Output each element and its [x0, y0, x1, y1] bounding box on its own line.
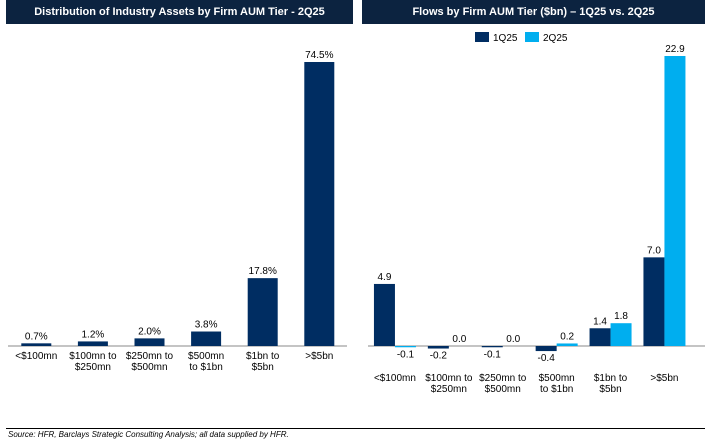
chart-1-label-1Q25-2: -0.1: [484, 349, 502, 360]
chart-0-bar-2Q25-5: [304, 62, 335, 346]
chart-1-label-1Q25-1: -0.2: [430, 351, 448, 362]
chart-1-label-2Q25-5: 22.9: [665, 44, 685, 55]
chart-0-category-label-5: >$5bn: [305, 351, 333, 362]
chart-1-category-label-5: >$5bn: [650, 373, 678, 384]
chart-1-label-1Q25-5: 7.0: [647, 245, 661, 256]
chart-0-bar-2Q25-0: [21, 343, 52, 346]
chart-0-category-label-3: $500mn: [188, 351, 224, 362]
chart-0-label-2Q25-5: 74.5%: [305, 50, 333, 61]
chart-0-bar-2Q25-4: [247, 278, 278, 346]
chart-0-category-label-1: $250mn: [75, 362, 111, 373]
chart-0-bar-2Q25-1: [77, 341, 108, 346]
chart-1-bar-2Q25-4: [610, 323, 632, 346]
right-chart-title: Flows by Firm AUM Tier ($bn) – 1Q25 vs. …: [362, 0, 705, 24]
chart-1-label-2Q25-4: 1.8: [614, 311, 628, 322]
chart-1-label-1Q25-0: 4.9: [377, 272, 391, 283]
chart-1-bar-1Q25-0: [373, 283, 395, 346]
chart-0-category-label-0: <$100mn: [15, 351, 57, 362]
chart-1-category-label-1: $100mn to: [425, 373, 473, 384]
chart-1-category-label-4: $1bn to: [594, 373, 628, 384]
chart-1-bar-2Q25-0: [394, 346, 416, 348]
legend-swatch-2Q25: [525, 32, 539, 42]
chart-1-label-2Q25-2: 0.0: [506, 334, 520, 345]
chart-1-bar-2Q25-3: [556, 343, 578, 346]
chart-0-label-2Q25-0: 0.7%: [25, 331, 48, 342]
source-divider: [6, 428, 705, 429]
chart-0-category-label-4: $5bn: [252, 362, 274, 373]
chart-1-label-1Q25-4: 1.4: [593, 316, 607, 327]
chart-1-category-label-1: $250mn: [431, 384, 467, 395]
chart-0-bar-2Q25-2: [134, 338, 165, 346]
left-chart-panel: Distribution of Industry Assets by Firm …: [6, 0, 353, 24]
chart-0-label-2Q25-2: 2.0%: [138, 326, 161, 337]
right-chart-panel: Flows by Firm AUM Tier ($bn) – 1Q25 vs. …: [362, 0, 705, 24]
chart-0-label-2Q25-3: 3.8%: [195, 320, 218, 331]
chart-0-category-label-2: $500mn: [131, 362, 167, 373]
chart-0-category-label-2: $250mn to: [126, 351, 174, 362]
chart-0-bar-2Q25-3: [191, 331, 222, 346]
chart-1-label-2Q25-0: -0.1: [397, 349, 415, 360]
legend-label-1Q25: 1Q25: [493, 33, 518, 44]
chart-1-bar-1Q25-3: [535, 346, 557, 352]
source-note: Source: HFR, Barclays Strategic Consulti…: [8, 430, 289, 439]
chart-1-category-label-4: $5bn: [599, 384, 621, 395]
chart-1-category-label-2: $250mn to: [479, 373, 527, 384]
chart-1-bar-2Q25-5: [664, 56, 686, 346]
chart-0-label-2Q25-4: 17.8%: [249, 266, 277, 277]
legend-swatch-1Q25: [475, 32, 489, 42]
chart-1-bar-1Q25-1: [427, 346, 449, 349]
chart-1-bar-1Q25-5: [643, 257, 665, 346]
chart-0-category-label-4: $1bn to: [246, 351, 280, 362]
chart-1-bar-1Q25-4: [589, 328, 611, 346]
chart-1-category-label-3: $500mn: [539, 373, 575, 384]
chart-1-bar-1Q25-2: [481, 346, 503, 348]
chart-1-category-label-3: to $1bn: [540, 384, 573, 395]
chart-0-label-2Q25-1: 1.2%: [82, 329, 105, 340]
chart-1-category-label-2: $500mn: [485, 384, 521, 395]
chart-0-category-label-1: $100mn to: [69, 351, 117, 362]
left-chart-title: Distribution of Industry Assets by Firm …: [6, 0, 353, 24]
chart-0-category-label-3: to $1bn: [189, 362, 222, 373]
chart-1-category-label-0: <$100mn: [374, 373, 416, 384]
legend-label-2Q25: 2Q25: [543, 33, 568, 44]
chart-1-label-1Q25-3: -0.4: [538, 353, 556, 364]
chart-1-label-2Q25-3: 0.2: [560, 331, 574, 342]
chart-1-label-2Q25-1: 0.0: [452, 334, 466, 345]
